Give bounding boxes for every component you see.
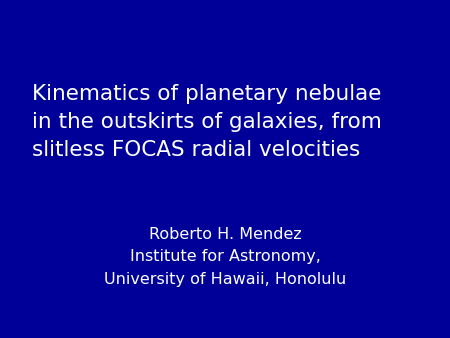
Text: Kinematics of planetary nebulae
in the outskirts of galaxies, from
slitless FOCA: Kinematics of planetary nebulae in the o… — [32, 84, 382, 160]
Text: Roberto H. Mendez
Institute for Astronomy,
University of Hawaii, Honolulu: Roberto H. Mendez Institute for Astronom… — [104, 227, 346, 287]
